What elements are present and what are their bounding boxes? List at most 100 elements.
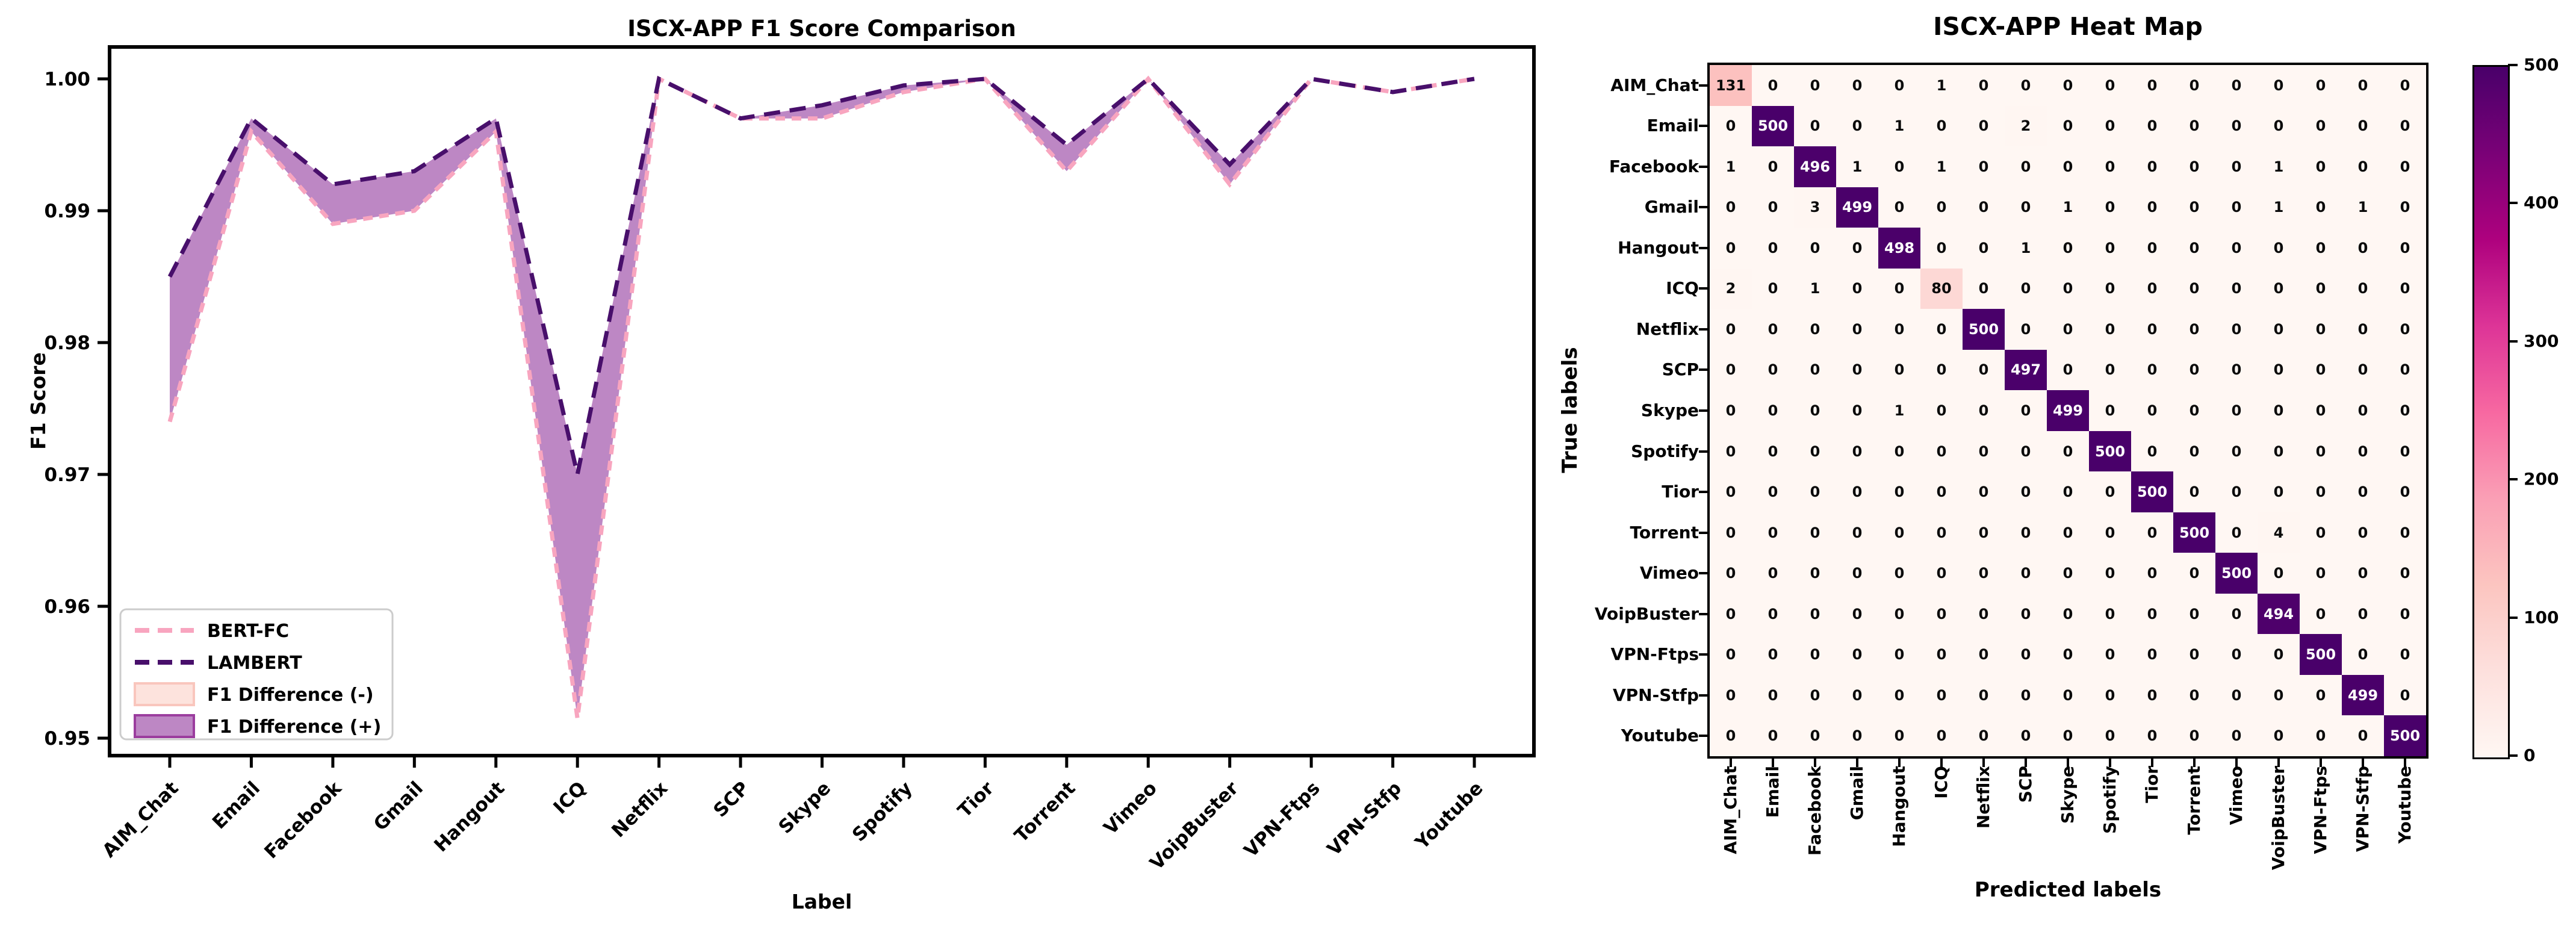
- heatmap-column-label: VPN-Ftps: [2311, 766, 2330, 854]
- heatmap-cell: 0: [1710, 187, 1752, 228]
- heatmap-cell: 0: [2089, 187, 2131, 228]
- heatmap-cell: 0: [1794, 512, 1836, 553]
- heatmap-x-axis-label: Predicted labels: [1974, 878, 2162, 902]
- colorbar-gradient: [2472, 65, 2510, 759]
- x-tick-label: Torrent: [1010, 777, 1079, 847]
- heatmap-cell: 0: [2131, 187, 2173, 228]
- heatmap-cell: 0: [2005, 430, 2047, 472]
- heatmap-y-tick-mark: [1699, 246, 1707, 249]
- heatmap-cell: 0: [2215, 65, 2258, 106]
- heatmap-cell: 0: [2089, 471, 2131, 512]
- heatmap-cell: 500: [2300, 634, 2342, 675]
- heatmap-cell: 0: [1794, 553, 1836, 594]
- heatmap-cell: 0: [1836, 674, 1878, 716]
- heatmap-cell: 0: [2215, 593, 2258, 635]
- heatmap-cell: 0: [2384, 593, 2426, 635]
- heatmap-cell: 0: [2258, 471, 2300, 512]
- heatmap-cell: 0: [2342, 390, 2384, 431]
- x-tick-label: Skype: [775, 777, 836, 838]
- heatmap-cell: 0: [2089, 674, 2131, 716]
- heatmap-cell: 1: [1836, 146, 1878, 187]
- heatmap-cell: 0: [2173, 715, 2215, 756]
- heatmap-cell: 0: [2131, 430, 2173, 472]
- heatmap-cell: 0: [2258, 674, 2300, 716]
- heatmap-cell: 0: [2131, 634, 2173, 675]
- heatmap-cell: 0: [1836, 471, 1878, 512]
- heatmap-cell: 2: [2005, 105, 2047, 147]
- heatmap-cell: 0: [2342, 471, 2384, 512]
- heatmap-x-tick-mark: [1982, 759, 1985, 767]
- heatmap-cell: 0: [1920, 105, 1963, 147]
- heatmap-cell: 0: [1794, 309, 1836, 350]
- heatmap-cell: 0: [2173, 430, 2215, 472]
- heatmap-cell: 0: [2089, 553, 2131, 594]
- heatmap-cell: 0: [1920, 674, 1963, 716]
- heatmap-cell: 0: [2384, 309, 2426, 350]
- heatmap-x-tick-mark: [2235, 759, 2238, 767]
- heatmap-cell: 0: [1752, 65, 1794, 106]
- heatmap-cell: 0: [2173, 390, 2215, 431]
- heatmap-cell: 496: [1794, 146, 1836, 187]
- heatmap-cell: 0: [1920, 309, 1963, 350]
- heatmap-x-tick-mark: [2193, 759, 2196, 767]
- heatmap-cell: 0: [1836, 390, 1878, 431]
- x-tick-label: Youtube: [1411, 777, 1487, 854]
- heatmap-cell: 0: [1794, 471, 1836, 512]
- heatmap-cell: 4: [2258, 512, 2300, 553]
- heatmap-column-label: Facebook: [1805, 766, 1825, 856]
- heatmap-cell: 0: [2342, 430, 2384, 472]
- heatmap-cell: 0: [2258, 390, 2300, 431]
- colorbar-tick-label: 200: [2524, 469, 2559, 489]
- heatmap-cell: 499: [2047, 390, 2089, 431]
- heatmap-cell: 0: [2131, 553, 2173, 594]
- legend-label: F1 Difference (-): [207, 685, 374, 706]
- heatmap-cell: 0: [1920, 593, 1963, 635]
- heatmap-cell: 0: [2300, 309, 2342, 350]
- heatmap-cell: 0: [1836, 593, 1878, 635]
- heatmap-cell: 0: [2215, 471, 2258, 512]
- heatmap-cell: 0: [1710, 430, 1752, 472]
- heatmap-cell: 0: [1752, 553, 1794, 594]
- heatmap-cell: 0: [1878, 634, 1920, 675]
- heatmap-y-tick-mark: [1699, 531, 1707, 534]
- y-tick-label: 0.95: [45, 728, 91, 750]
- heatmap-cell: 0: [2047, 430, 2089, 472]
- heatmap-cell: 0: [2342, 146, 2384, 187]
- heatmap-column-label: Gmail: [1847, 766, 1867, 821]
- heatmap-cell: 1: [1794, 268, 1836, 309]
- heatmap-cell: 0: [2131, 105, 2173, 147]
- heatmap-cell: 0: [1963, 471, 2005, 512]
- f1-chart-plot: 0.95 0.96 0.97 0.98 0.99 1.00 AIM_Chat EmailFac…: [45, 45, 1536, 875]
- heatmap-cell: 0: [1794, 349, 1836, 391]
- heatmap-cell: 0: [2173, 228, 2215, 269]
- heatmap-cell: 0: [1963, 674, 2005, 716]
- heatmap-cell: 0: [2131, 268, 2173, 309]
- heatmap-cell: 0: [2342, 65, 2384, 106]
- heatmap-cell: 0: [2005, 309, 2047, 350]
- x-tick-label: ICQ: [550, 777, 591, 818]
- colorbar-tick-label: 0: [2524, 745, 2536, 765]
- heatmap-cell: 0: [2047, 634, 2089, 675]
- heatmap-cell: 0: [1963, 553, 2005, 594]
- heatmap-x-tick-mark: [2404, 759, 2406, 767]
- heatmap-cell: 0: [2384, 390, 2426, 431]
- heatmap-cell: 0: [2047, 512, 2089, 553]
- heatmap-cell: 0: [1752, 268, 1794, 309]
- heatmap-cell: 0: [2005, 268, 2047, 309]
- heatmap-title: ISCX-APP Heat Map: [1933, 12, 2203, 41]
- heatmap-x-tick-mark: [1856, 759, 1858, 767]
- heatmap-cell: 0: [1920, 187, 1963, 228]
- heatmap-cell: 1: [1920, 65, 1963, 106]
- heatmap-cell: 0: [2215, 105, 2258, 147]
- heatmap-cell: 0: [2215, 715, 2258, 756]
- heatmap-cell: 0: [1878, 674, 1920, 716]
- heatmap-cell: 0: [2384, 146, 2426, 187]
- heatmap-x-tick-mark: [2067, 759, 2069, 767]
- heatmap-cell: 0: [2215, 146, 2258, 187]
- heatmap-y-tick-mark: [1699, 287, 1707, 290]
- x-tick-label: VoipBuster: [1146, 777, 1243, 875]
- heatmap-cell: 0: [1752, 309, 1794, 350]
- heatmap-cell: 0: [1710, 105, 1752, 147]
- heatmap-cell: 0: [2005, 65, 2047, 106]
- heatmap-cell: 0: [2215, 634, 2258, 675]
